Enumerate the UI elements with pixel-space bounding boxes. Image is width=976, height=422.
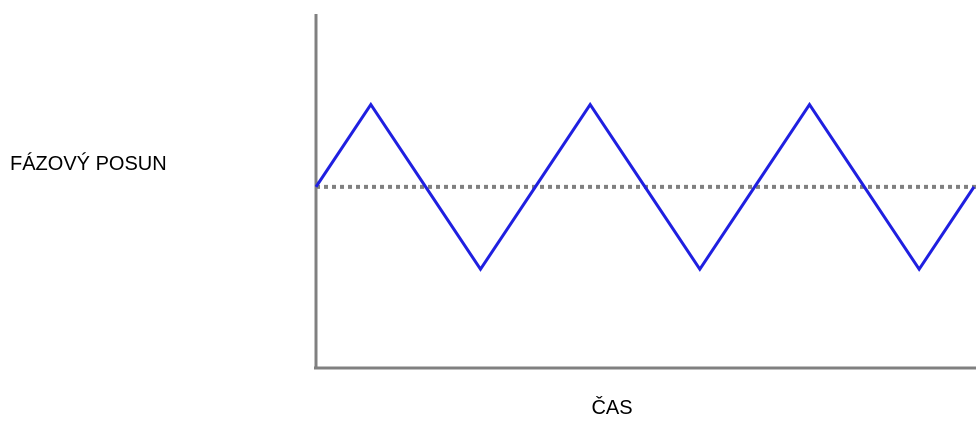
y-axis-label: FÁZOVÝ POSUN: [10, 152, 167, 175]
triangle-wave-series-line: [314, 101, 976, 272]
x-axis-label: ČAS: [591, 396, 632, 419]
chart-marks: [314, 101, 976, 272]
